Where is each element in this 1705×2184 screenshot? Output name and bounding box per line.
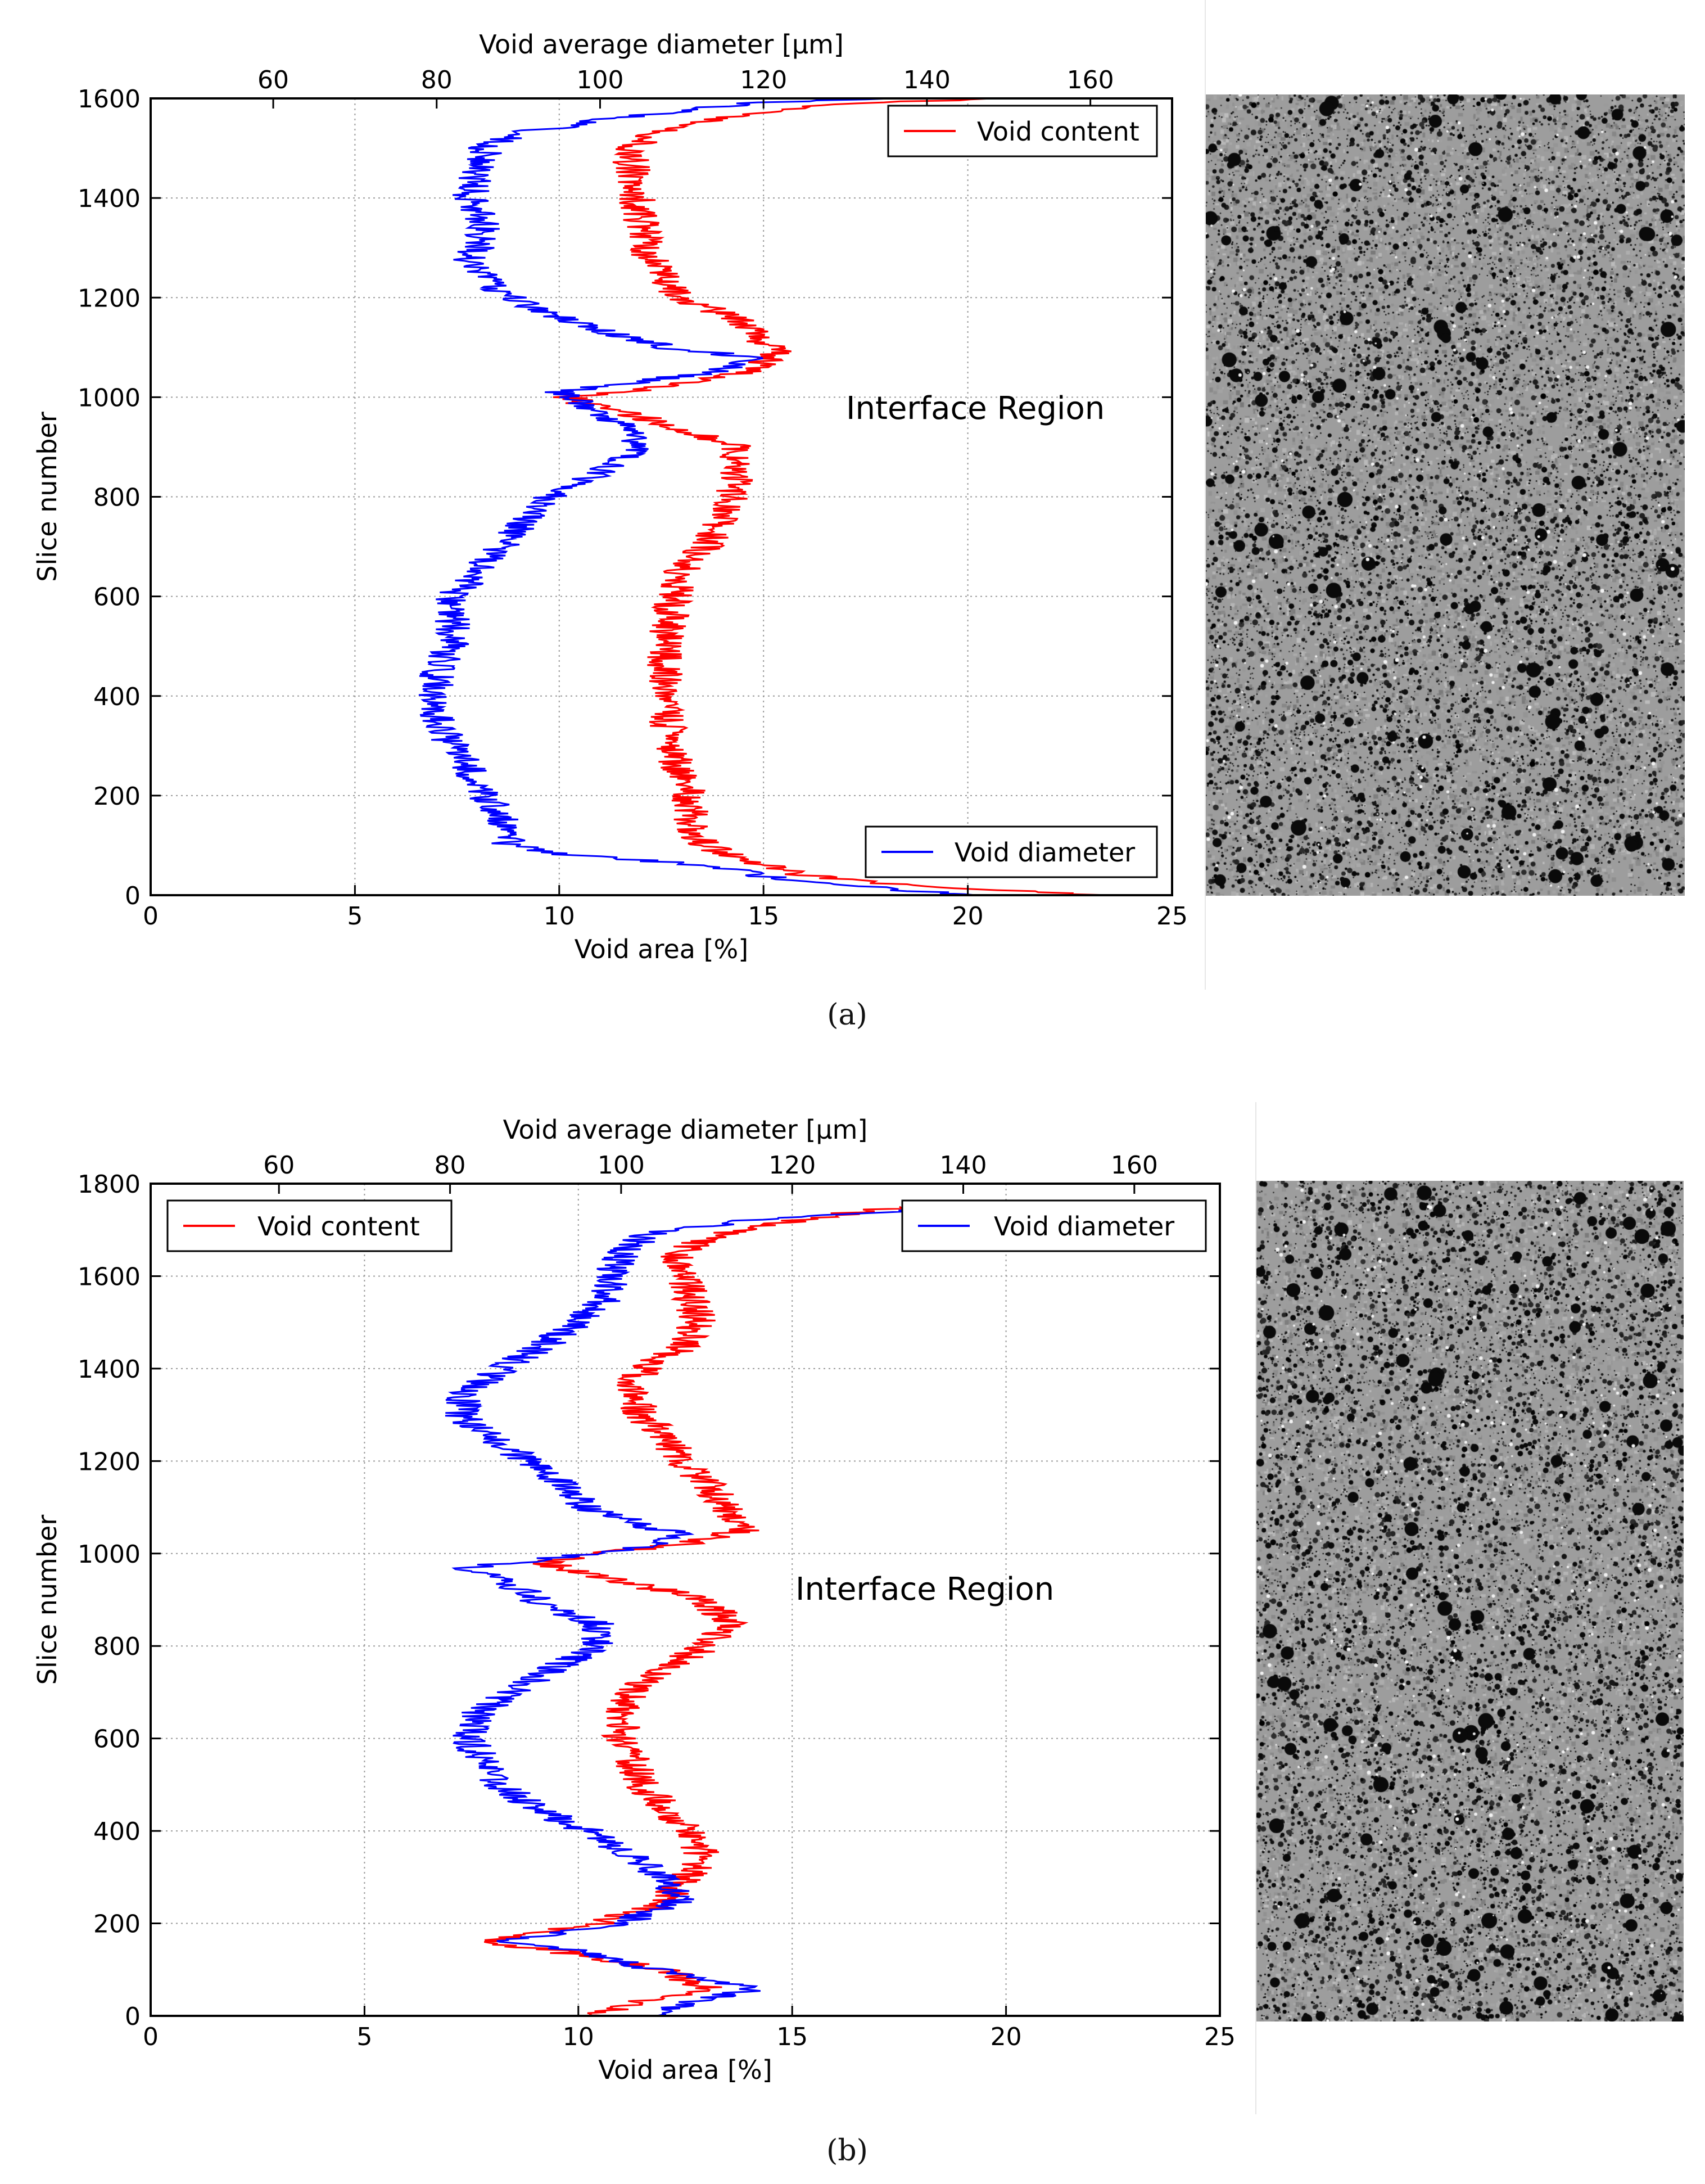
x2-tick-label: 120 [740,66,787,94]
x2-tick-label: 140 [903,66,951,94]
series-group-a [418,97,1111,896]
legend-label: Void content [977,116,1139,147]
legend-label: Void content [257,1211,420,1242]
y-axis-label-b: Slice number [32,1515,62,1685]
y-tick-label: 400 [93,683,141,711]
y-tick-label: 600 [93,1725,141,1754]
caption-b: (b) [826,2134,868,2168]
x-tick-label: 25 [1204,2023,1236,2051]
y-tick-label: 200 [93,1910,141,1939]
y-tick-label: 1000 [78,383,141,412]
legend-diameter-a: Void diameter [865,825,1158,878]
legend-content-b: Void content [166,1199,453,1252]
y-tick-label: 800 [93,1632,141,1661]
divider-a [1205,0,1206,990]
y-tick-label: 0 [125,2002,141,2031]
void-diameter-line [445,1206,977,2017]
y-tick-label: 800 [93,484,141,512]
void-content-line [553,97,1111,896]
y-axis-label-a: Slice number [32,412,62,582]
ct-slice-image-b [1256,1181,1684,2021]
annotation-a: Interface Region [846,390,1105,427]
y-tick-label: 1600 [78,1262,141,1291]
x-tick-label: 25 [1156,902,1188,931]
x2-tick-label: 120 [768,1151,816,1180]
x2-tick-label: 160 [1111,1151,1158,1180]
x2-tick-label: 80 [435,1151,466,1180]
x2-axis-label-a: Void average diameter [μm] [479,29,844,60]
x-tick-label: 15 [776,2023,808,2051]
x-tick-label: 0 [143,902,159,931]
x-tick-label: 15 [748,902,779,931]
y-tick-label: 1000 [78,1540,141,1569]
y-tick-label: 1200 [78,1447,141,1476]
x2-tick-label: 140 [940,1151,987,1180]
grid-a [151,98,1172,895]
series-group-b [445,1206,977,2017]
plot-frame-b [150,1183,1221,2017]
y-tick-label: 1600 [78,85,141,114]
divider-b [1255,1102,1256,2114]
y-tick-label: 0 [125,882,141,910]
y-tick-label: 400 [93,1817,141,1846]
x2-tick-label: 100 [598,1151,645,1180]
grid-b [151,1184,1220,2016]
y-tick-label: 1200 [78,284,141,313]
legend-content-a: Void content [887,105,1158,157]
y-tick-label: 1400 [78,184,141,213]
x-tick-label: 10 [544,902,575,931]
y-tick-label: 600 [93,583,141,612]
x-tick-label: 5 [347,902,363,931]
x2-tick-label: 60 [257,66,289,94]
x2-tick-label: 100 [576,66,623,94]
y-tick-label: 1400 [78,1355,141,1384]
ct-slice-image-a [1206,94,1685,896]
legend-label: Void diameter [955,837,1135,868]
legend-box [887,105,1158,157]
x2-axis-label-b: Void average diameter [μm] [503,1114,868,1145]
legend-diameter-b: Void diameter [901,1199,1207,1252]
y-tick-label: 1800 [78,1170,141,1199]
x-axis-label-a: Void area [%] [575,934,748,964]
x-axis-label-b: Void area [%] [598,2055,772,2085]
x-tick-label: 20 [991,2023,1022,2051]
x-tick-label: 0 [143,2023,159,2051]
x2-tick-label: 160 [1067,66,1114,94]
x2-tick-label: 80 [421,66,453,94]
x-tick-label: 10 [563,2023,594,2051]
caption-a: (a) [827,998,867,1032]
y-tick-label: 200 [93,782,141,811]
x-tick-label: 5 [356,2023,372,2051]
legend-label: Void diameter [994,1211,1174,1242]
x2-tick-label: 60 [263,1151,295,1180]
void-content-line [484,1206,904,2017]
void-diameter-line [418,97,976,896]
annotation-b: Interface Region [795,1571,1054,1608]
x-tick-label: 20 [952,902,984,931]
